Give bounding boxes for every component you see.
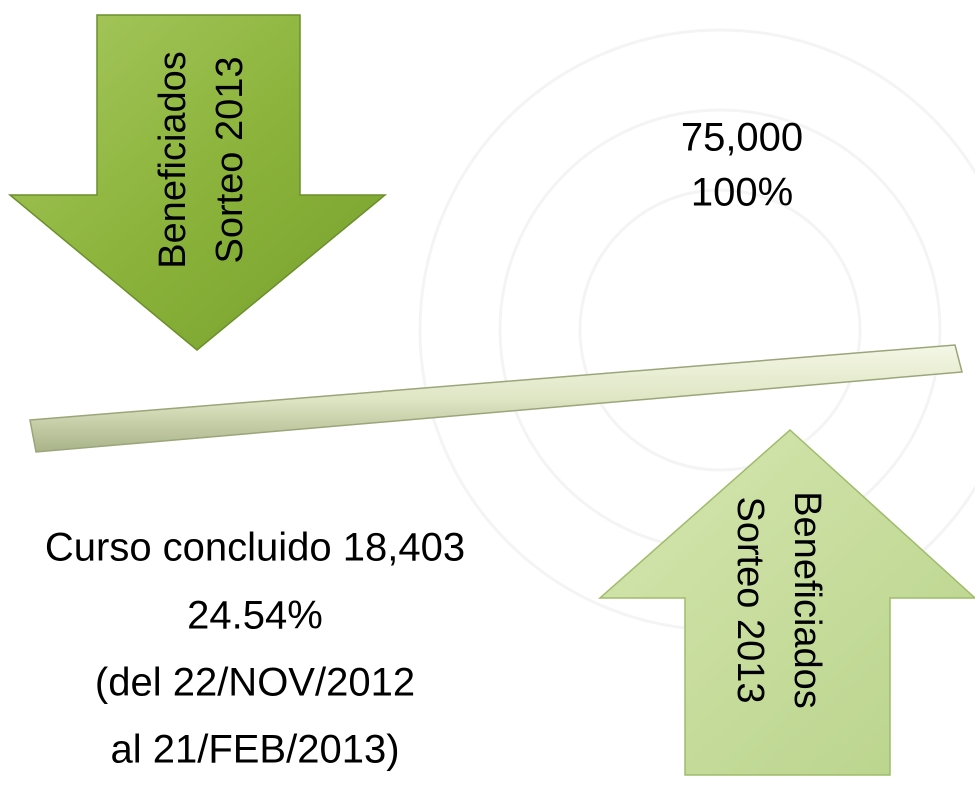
progress-line: (del 22/NOV/2012 <box>95 661 415 705</box>
arrow-up-line: Sorteo 2013 <box>729 496 771 703</box>
goal-total: 75,000 <box>681 116 803 160</box>
arrow-down <box>10 15 385 350</box>
progress-line: Curso concluido 18,403 <box>45 526 465 570</box>
progress-line: al 21/FEB/2013) <box>110 728 399 772</box>
timeline-bar <box>30 345 962 452</box>
slide: Beneficiados Sorteo 2013 75,000 100% Ben… <box>0 0 975 795</box>
goal-percent: 100% <box>691 171 793 215</box>
arrow-up-line: Beneficiados <box>786 491 828 709</box>
arrow-down-line: Sorteo 2013 <box>209 56 251 263</box>
arrow-down-line: Beneficiados <box>152 51 194 269</box>
progress-line: 24.54% <box>187 594 323 638</box>
